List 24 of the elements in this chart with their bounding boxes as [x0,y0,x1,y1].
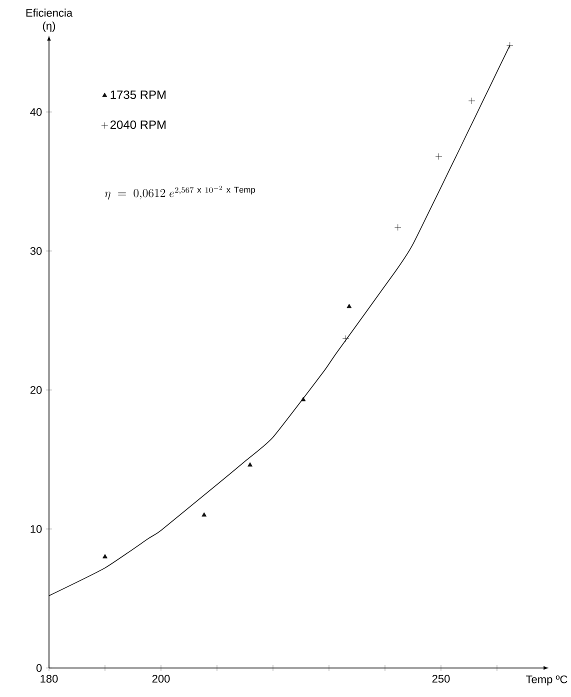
point [468,97,476,104]
y-axis-title: Eficiencia (η) [26,8,73,32]
y-tick-label: 20 [30,386,42,394]
legend-label: 1735 RPM [110,90,166,99]
point [300,396,306,402]
point [346,304,352,308]
point [248,462,252,467]
legend-label: 2040 RPM [110,120,166,129]
y-tick-label: 30 [30,247,42,255]
point [102,554,108,558]
point [202,512,207,517]
line-series [48,44,510,596]
point [342,335,350,342]
y-tick-label: 0 [36,664,42,672]
x-tick-label: 180 [40,674,58,683]
y-tick-label: 10 [30,525,42,533]
point [394,224,402,231]
point [506,42,514,49]
y-tick-label: 40 [30,108,42,116]
x-tick-label: 200 [152,674,170,683]
point [435,153,442,160]
x-axis-title: Temp ºC [526,675,568,686]
annotation: $\eta\ =\ 0{,}0612\ e^{2{,}567\ \mathrm{x}\ 10^{-2}\ \mathrm{x\ Temp}}$ [104,186,256,200]
x-tick-label: 250 [432,674,450,683]
